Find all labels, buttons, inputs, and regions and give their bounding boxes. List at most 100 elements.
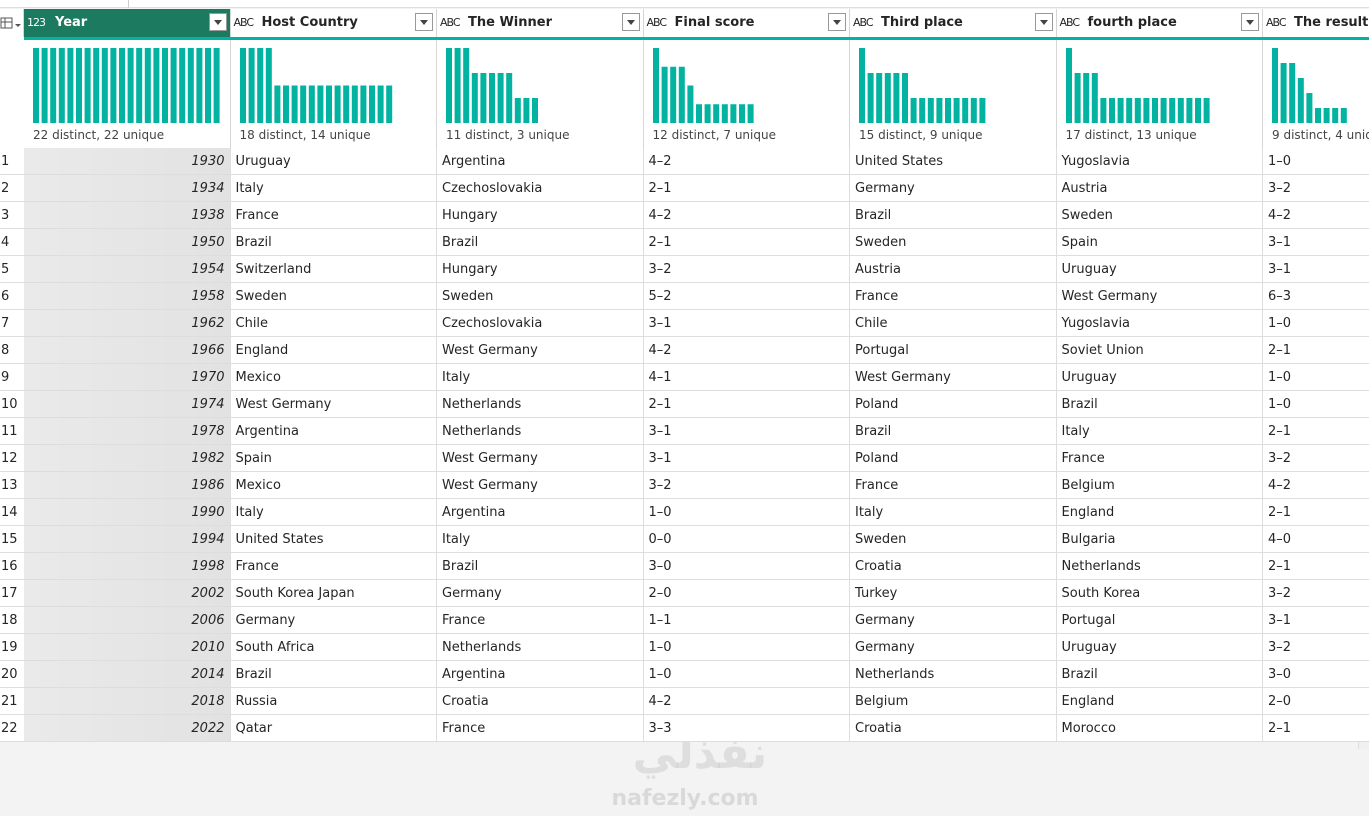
- table-cell: South Korea: [1056, 580, 1263, 607]
- distribution-bar: [446, 48, 452, 123]
- table-cell: West Germany: [1056, 283, 1263, 310]
- distribution-bar: [1108, 98, 1115, 123]
- table-cell: 1–0: [1263, 364, 1369, 391]
- filter-dropdown[interactable]: [621, 13, 640, 31]
- column-profile: 18 distinct, 14 unique: [230, 40, 437, 148]
- distribution-bar: [1194, 98, 1201, 123]
- distribution-bar: [523, 98, 530, 123]
- table-cell: Uruguay: [1056, 256, 1263, 283]
- table-cell: South Africa: [230, 634, 437, 661]
- column-header[interactable]: ABC Final score: [643, 9, 850, 37]
- distribution-bar: [1306, 93, 1313, 123]
- distribution-bar: [342, 85, 349, 123]
- row-number: 2: [0, 175, 24, 202]
- table-cell: France: [437, 607, 644, 634]
- column-header[interactable]: ABC Host Country: [230, 9, 437, 37]
- table-cell: Uruguay: [1056, 364, 1263, 391]
- distribution-bar: [506, 73, 513, 123]
- distribution-bar: [876, 73, 883, 123]
- table-cell: Germany: [850, 634, 1057, 661]
- filter-dropdown[interactable]: [828, 13, 846, 31]
- distribution-bar: [902, 73, 908, 123]
- table-cell: Croatia: [850, 715, 1057, 742]
- distribution-bar: [1091, 73, 1098, 123]
- distribution-bar: [1340, 108, 1347, 123]
- column-name: Host Country: [261, 15, 358, 30]
- distribution-bar: [84, 48, 91, 123]
- table-cell: 4–2: [1263, 202, 1369, 229]
- table-cell: 2–1: [1263, 418, 1369, 445]
- table-cell: Germany: [437, 580, 644, 607]
- filter-dropdown[interactable]: [208, 13, 227, 31]
- table-cell: Italy: [1056, 418, 1263, 445]
- table-cell: Uruguay: [230, 148, 437, 175]
- distribution-bar: [273, 85, 280, 123]
- table-cell: Brazil: [437, 229, 644, 256]
- table-cell: 3–2: [1263, 580, 1369, 607]
- row-number: 11: [0, 418, 24, 445]
- row-number: 1: [0, 148, 24, 175]
- table-cell: 1–0: [643, 634, 850, 661]
- distribution-chart: [859, 48, 986, 123]
- table-cell: 1998: [24, 553, 231, 580]
- table-cell: 2–1: [643, 391, 850, 418]
- distribution-bar: [738, 104, 745, 123]
- distribution-bar: [970, 98, 977, 123]
- distribution-bar: [136, 48, 143, 123]
- table-cell: 2–0: [1263, 688, 1369, 715]
- column-header[interactable]: ABC The result: [1263, 9, 1369, 37]
- column-header[interactable]: ABC fourth place: [1056, 9, 1263, 37]
- distribution-bar: [1177, 98, 1184, 123]
- distribution-bar: [101, 48, 108, 123]
- row-number: 21: [0, 688, 24, 715]
- column-profile: 15 distinct, 9 unique: [850, 40, 1057, 148]
- distribution-bar: [1099, 98, 1106, 123]
- row-number: 10: [0, 391, 24, 418]
- table-cell: Yugoslavia: [1056, 310, 1263, 337]
- distribution-bar: [1315, 108, 1321, 123]
- row-number: 15: [0, 526, 24, 553]
- table-cell: 1970: [24, 364, 231, 391]
- type-icon: 123: [27, 16, 46, 29]
- table-cell: Germany: [230, 607, 437, 634]
- distribution-chart: [652, 48, 754, 123]
- table-cell: 0–0: [643, 526, 850, 553]
- distribution-bar: [359, 85, 366, 123]
- column-profile: 11 distinct, 3 unique: [437, 40, 644, 148]
- table-cell: 1986: [24, 472, 231, 499]
- distribution-bar: [936, 98, 943, 123]
- table-cell: 2006: [24, 607, 231, 634]
- table-cell: 3–1: [1263, 607, 1369, 634]
- type-icon: ABC: [646, 16, 668, 29]
- distribution-bar: [76, 48, 82, 123]
- row-number: 14: [0, 499, 24, 526]
- column-name: Third place: [881, 15, 963, 30]
- table-cell: Spain: [1056, 229, 1263, 256]
- table-cell: 1938: [24, 202, 231, 229]
- table-cell: Chile: [850, 310, 1057, 337]
- distribution-bar: [50, 48, 57, 123]
- distribution-bar: [93, 48, 100, 123]
- distribution-bar: [471, 73, 478, 123]
- table-menu-button[interactable]: [0, 9, 24, 37]
- row-number: 4: [0, 229, 24, 256]
- filter-dropdown[interactable]: [1034, 13, 1053, 31]
- column-header[interactable]: 123 Year: [24, 9, 231, 37]
- table-cell: France: [850, 472, 1057, 499]
- filter-dropdown[interactable]: [415, 13, 433, 31]
- table-cell: United States: [230, 526, 437, 553]
- table-cell: Italy: [230, 175, 437, 202]
- column-header[interactable]: ABC Third place: [850, 9, 1057, 37]
- column-name: fourth place: [1087, 15, 1177, 30]
- row-number: 3: [0, 202, 24, 229]
- table-cell: 2002: [24, 580, 231, 607]
- column-profile: 22 distinct, 22 unique: [24, 40, 231, 148]
- table-cell: 1–0: [643, 499, 850, 526]
- table-cell: Russia: [230, 688, 437, 715]
- table-cell: Croatia: [437, 688, 644, 715]
- table-cell: 1–0: [643, 661, 850, 688]
- distribution-bar: [454, 48, 461, 123]
- distribution-bar: [1203, 98, 1210, 123]
- filter-dropdown[interactable]: [1241, 13, 1259, 31]
- column-header[interactable]: ABC The Winner: [437, 9, 644, 37]
